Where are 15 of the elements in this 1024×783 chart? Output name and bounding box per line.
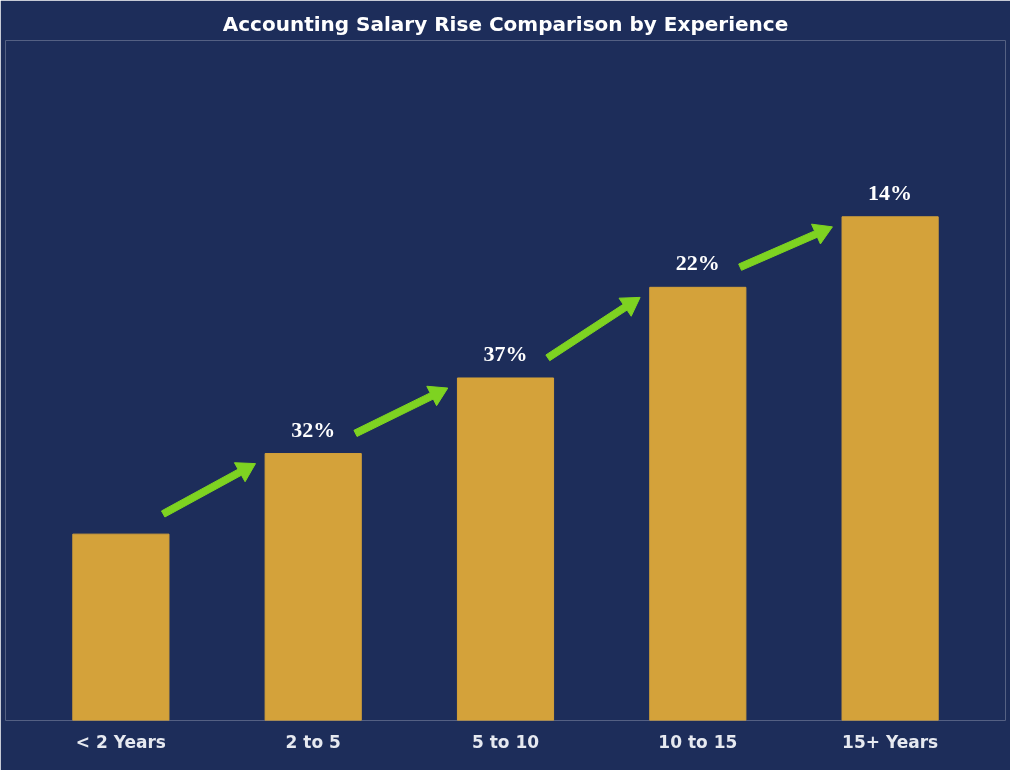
x-tick-label: 10 to 15: [658, 731, 738, 752]
x-tick-label: 15+ Years: [842, 731, 939, 752]
x-tick-label: < 2 Years: [75, 731, 166, 752]
x-tick-label: 2 to 5: [285, 731, 341, 752]
annotation: 32%: [291, 416, 336, 442]
bar: [841, 216, 939, 721]
annotation: 14%: [868, 179, 913, 205]
bar: [264, 453, 362, 721]
x-tick-label: 5 to 10: [471, 731, 540, 752]
annotation: 37%: [483, 340, 528, 366]
annotation: 22%: [675, 250, 720, 276]
bar: [649, 286, 747, 721]
bar: [72, 533, 170, 721]
bar: [456, 377, 555, 721]
chart-title: Accounting Salary Rise Comparison by Experience: [222, 11, 789, 36]
